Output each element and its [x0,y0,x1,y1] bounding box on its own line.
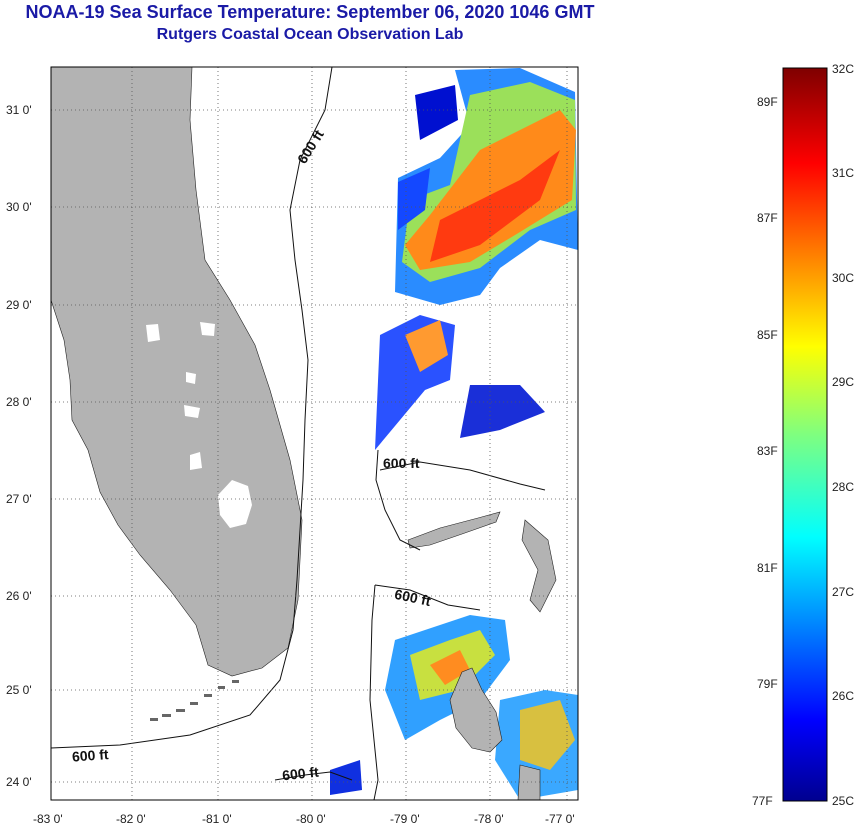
contour-label-mid: 600 ft [383,455,420,471]
colorbar-fahrenheit-label: 81F [757,561,778,575]
contour-tongue-east [374,584,481,611]
lon-tick-label: -81 0' [202,812,232,826]
lat-tick-label: 24 0' [6,775,32,789]
colorbar-celsius-label: 29C [832,375,854,389]
contour-east-florida [51,67,333,749]
colorbar-fahrenheit-label: 79F [757,677,778,691]
bahamas-andros-island [449,667,503,753]
contour-label-bahamas: 600 ft [393,586,432,609]
lon-tick-label: -83 0' [33,812,63,826]
contour-tongue [369,584,379,800]
contour-label-southwest: 600 ft [71,746,109,765]
florida-keys [150,680,239,721]
contour-south [274,771,353,781]
colorbar-celsius-label: 28C [832,480,854,494]
map-frame [50,66,579,801]
colorbar-fahrenheit-labels: 89F 87F 85F 83F 81F 79F 77F [752,95,778,808]
sst-data-layer [330,68,578,800]
lat-tick-label: 25 0' [6,683,32,697]
lon-tick-label: -79 0' [390,812,420,826]
map-subtitle: Rutgers Coastal Ocean Observation Lab [156,26,464,43]
temperature-colorbar: 32C 31C 30C 29C 28C 27C 26C 25C 89F 87F … [752,62,854,808]
colorbar-celsius-label: 31C [832,166,854,180]
lat-axis-labels: 31 0' 30 0' 29 0' 28 0' 27 0' 26 0' 25 0… [6,103,32,789]
lon-tick-label: -80 0' [296,812,326,826]
lat-tick-label: 28 0' [6,395,32,409]
lon-tick-label: -77 0' [545,812,575,826]
bahamas-island [517,764,541,800]
colorbar-celsius-label: 26C [832,689,854,703]
colorbar-fahrenheit-label: 77F [752,794,773,808]
lat-tick-label: 29 0' [6,298,32,312]
colorbar-fahrenheit-label: 85F [757,328,778,342]
lake-layer [146,322,252,528]
lon-tick-label: -82 0' [116,812,146,826]
colorbar-gradient [782,67,828,802]
contour-label-south: 600 ft [281,764,319,784]
lon-tick-label: -78 0' [474,812,504,826]
contour-bahamas-north [379,461,546,491]
colorbar-celsius-label: 25C [832,794,854,808]
depth-contours [51,67,546,800]
colorbar-fahrenheit-label: 87F [757,211,778,225]
colorbar-celsius-label: 30C [832,271,854,285]
colorbar-fahrenheit-label: 89F [757,95,778,109]
lat-tick-label: 30 0' [6,200,32,214]
colorbar-celsius-labels: 32C 31C 30C 29C 28C 27C 26C 25C [832,62,854,808]
lon-axis-labels: -83 0' -82 0' -81 0' -80 0' -79 0' -78 0… [33,812,575,826]
bahamas-grand-bahama-island [407,511,501,549]
lat-tick-label: 31 0' [6,103,32,117]
colorbar-fahrenheit-label: 83F [757,444,778,458]
colorbar-celsius-label: 32C [832,62,854,76]
lat-tick-label: 27 0' [6,492,32,506]
colorbar-celsius-label: 27C [832,585,854,599]
lat-tick-label: 26 0' [6,589,32,603]
map-title: NOAA-19 Sea Surface Temperature: Septemb… [25,2,595,22]
contour-bahamas-west [375,449,421,551]
lake-okeechobee [218,480,252,528]
bahamas-abaco-island [521,519,557,613]
